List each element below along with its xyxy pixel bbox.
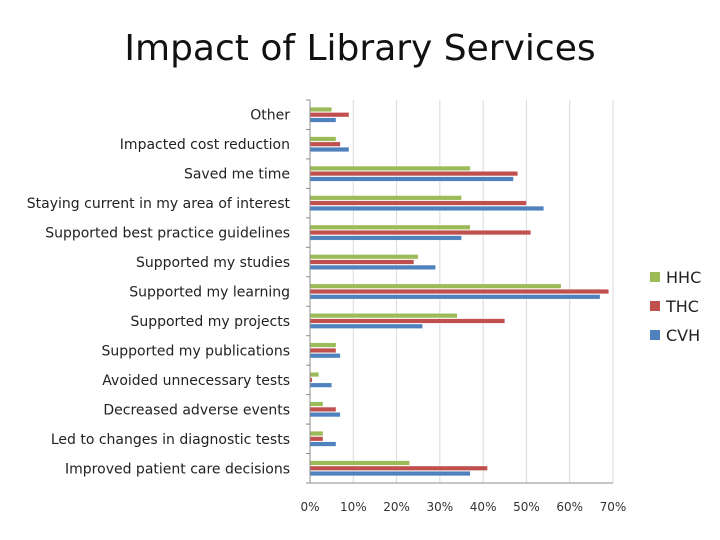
bar-cvh [309, 206, 544, 211]
bar-thc [309, 171, 518, 177]
bar-cvh [309, 176, 514, 182]
bar-hhc [309, 342, 337, 348]
category-label: Saved me time [184, 167, 290, 183]
x-tick-label: 60% [556, 500, 583, 514]
category-labels: Other Impacted cost reduction Saved me tim… [27, 108, 291, 478]
bar-hhc [309, 431, 324, 436]
bar-cvh [309, 147, 350, 152]
bar-cvh [309, 323, 423, 329]
bar-thc [309, 230, 531, 235]
category-label: Decreased adverse events [103, 402, 290, 418]
bar-cvh [309, 353, 341, 359]
category-label: Supported best practice guidelines [45, 226, 290, 242]
bar-hhc [309, 224, 471, 230]
bar-thc [309, 259, 415, 265]
bar-hhc [309, 460, 410, 466]
bar-thc [309, 141, 341, 147]
bar-cvh [309, 412, 341, 418]
bar-hhc [309, 372, 319, 377]
x-tick-label: 10% [340, 500, 367, 514]
category-label: Other [250, 108, 290, 124]
bar-thc [309, 465, 488, 471]
category-label: Led to changes in diagnostic tests [51, 432, 290, 448]
bar-hhc [309, 283, 562, 289]
x-tick-label: 30% [427, 500, 454, 514]
x-tick-label: 0% [300, 500, 319, 514]
x-tick-label: 20% [383, 500, 410, 514]
bar-hhc [309, 136, 337, 142]
bar-hhc [309, 195, 462, 201]
legend-swatch-hhc [650, 272, 660, 282]
x-tick-label: 40% [470, 500, 497, 514]
legend-label: CVH [666, 326, 700, 345]
legend: HHC THC CVH [650, 268, 701, 345]
category-label: Avoided unnecessary tests [102, 373, 290, 389]
legend-label: THC [665, 297, 699, 316]
bar-hhc [309, 313, 458, 319]
bar-hhc [309, 165, 471, 171]
x-tick-labels: 0% 10% 20% 30% 40% 50% 60% 70% [300, 500, 626, 514]
bar-thc [309, 406, 337, 412]
category-label: Improved patient care decisions [65, 461, 290, 477]
bars [309, 107, 609, 476]
category-label: Impacted cost reduction [120, 137, 290, 153]
bar-cvh [309, 235, 462, 241]
category-label: Supported my publications [102, 343, 290, 359]
legend-swatch-cvh [650, 330, 660, 340]
bar-hhc [309, 107, 332, 112]
bar-hhc [309, 401, 324, 407]
bar-hhc [309, 254, 419, 260]
category-label: Supported my studies [136, 255, 290, 271]
x-tick-label: 70% [600, 500, 627, 514]
x-tick-label: 50% [513, 500, 540, 514]
bar-thc [309, 112, 350, 118]
category-label: Supported my projects [130, 314, 290, 330]
bar-cvh [309, 264, 436, 270]
legend-label: HHC [666, 268, 701, 287]
bar-thc [309, 289, 609, 294]
bar-thc [309, 436, 324, 442]
bar-cvh [309, 294, 601, 300]
bar-cvh [309, 382, 332, 388]
bar-thc [309, 200, 527, 206]
slide-title: Impact of Library Services [124, 28, 596, 69]
category-label: Supported my learning [129, 285, 290, 301]
legend-swatch-thc [650, 301, 660, 311]
bar-thc [309, 348, 337, 353]
bar-cvh [309, 441, 337, 447]
bar-cvh [309, 471, 471, 476]
category-label: Staying current in my area of interest [27, 196, 291, 212]
bar-thc [309, 318, 505, 324]
axes [306, 99, 613, 484]
bar-cvh [309, 117, 337, 123]
